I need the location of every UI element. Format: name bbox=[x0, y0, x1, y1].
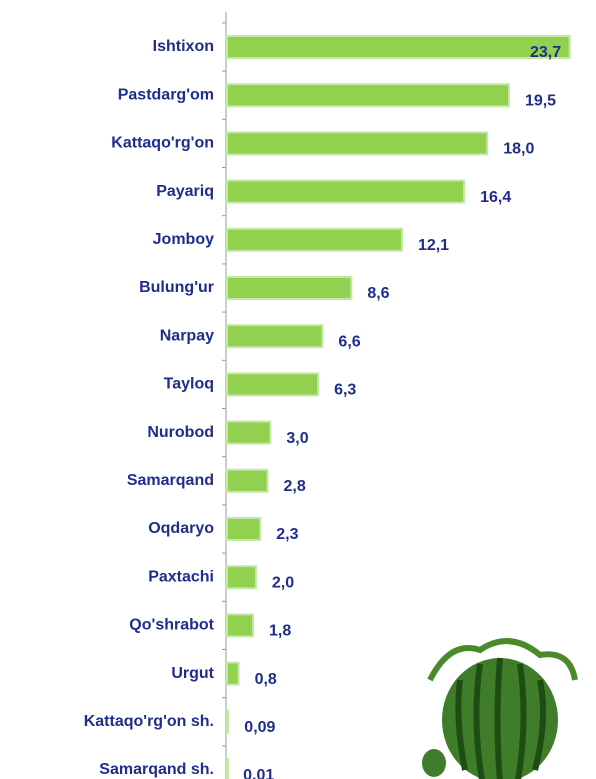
bar bbox=[226, 709, 230, 734]
value-label: 6,3 bbox=[334, 382, 356, 399]
value-label: 18,0 bbox=[503, 141, 534, 158]
y-tick-label: Oqdaryo bbox=[148, 520, 214, 537]
bar bbox=[226, 276, 353, 300]
bar bbox=[226, 517, 262, 541]
y-tick-label: Ishtixon bbox=[153, 38, 214, 55]
value-label: 23,7 bbox=[530, 44, 561, 61]
y-tick-label: Samarqand sh. bbox=[99, 761, 214, 778]
bar bbox=[226, 661, 240, 686]
bar bbox=[226, 613, 255, 638]
bar bbox=[226, 468, 269, 493]
y-tick-label: Narpay bbox=[160, 327, 214, 344]
bar bbox=[226, 227, 403, 252]
watermelon-illustration bbox=[422, 638, 578, 779]
value-label: 19,5 bbox=[525, 92, 556, 109]
y-tick-label: Jomboy bbox=[153, 231, 214, 248]
value-label: 12,1 bbox=[418, 237, 449, 254]
y-tick-label: Payariq bbox=[156, 183, 214, 200]
bar bbox=[226, 35, 571, 59]
y-tick-label: Kattaqo'rg'on bbox=[111, 135, 214, 152]
value-label: 6,6 bbox=[338, 333, 360, 350]
bar bbox=[226, 83, 510, 108]
bar bbox=[226, 565, 257, 590]
bar bbox=[226, 324, 324, 349]
value-label: 16,4 bbox=[480, 189, 511, 206]
value-label: 3,0 bbox=[286, 430, 308, 447]
bar bbox=[226, 131, 489, 156]
y-tick-label: Kattaqo'rg'on sh. bbox=[84, 713, 214, 730]
y-tick-label: Qo'shrabot bbox=[129, 617, 214, 634]
value-label: 2,8 bbox=[283, 478, 305, 495]
y-tick-label: Urgut bbox=[171, 665, 214, 682]
y-tick-label: Nurobod bbox=[147, 424, 214, 441]
value-label: 0,09 bbox=[244, 719, 275, 736]
value-label: 8,6 bbox=[367, 285, 389, 302]
y-tick-label: Tayloq bbox=[164, 376, 214, 393]
value-label: 0,8 bbox=[255, 671, 277, 688]
value-label: 0,01 bbox=[243, 767, 274, 779]
value-label: 2,0 bbox=[272, 574, 294, 591]
y-tick-label: Pastdarg'om bbox=[118, 86, 214, 103]
y-tick-label: Bulung'ur bbox=[139, 279, 214, 296]
bar bbox=[226, 758, 229, 779]
bar bbox=[226, 420, 272, 445]
bar bbox=[226, 179, 466, 204]
y-tick-label: Paxtachi bbox=[148, 568, 214, 585]
value-label: 2,3 bbox=[276, 526, 298, 543]
bar bbox=[226, 372, 320, 397]
y-tick-label: Samarqand bbox=[127, 472, 214, 489]
value-label: 1,8 bbox=[269, 623, 291, 640]
